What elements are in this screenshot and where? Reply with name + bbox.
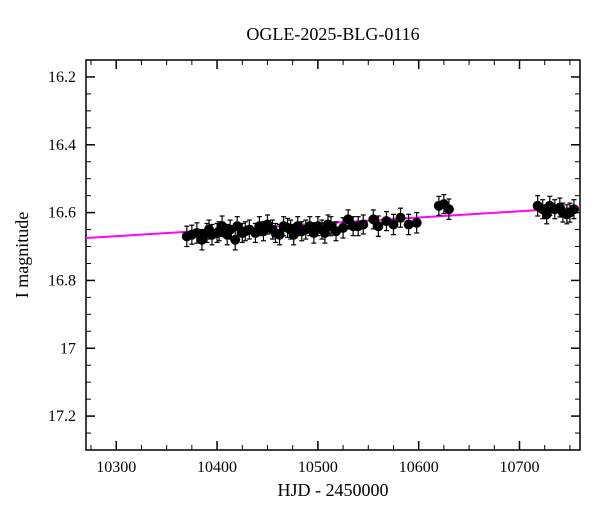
data-point [374,222,383,231]
data-point [359,220,368,229]
data-point [412,218,421,227]
data-point [231,235,240,244]
data-point [339,223,348,232]
x-tick-label: 10600 [399,459,439,476]
y-tick-label: 16.8 [48,272,76,289]
lightcurve-chart: OGLE-2025-BLG-0116 10300 10400 10500 10600 10… [0,0,600,512]
x-axis-label: HJD - 2450000 [278,480,389,500]
data-point [404,220,413,229]
x-tick-label: 10500 [298,459,338,476]
y-tick-label: 17.2 [48,408,76,425]
x-tick-label: 10300 [96,459,136,476]
y-tick-label: 16.2 [48,69,76,86]
chart-title: OGLE-2025-BLG-0116 [246,24,419,44]
data-point [389,220,398,229]
y-axis-label: I magnitude [12,212,32,298]
data-point [444,205,453,214]
y-tick-label: 16.4 [48,137,76,154]
x-tick-label: 10700 [500,459,540,476]
data-point [275,230,284,239]
y-tick-label: 16.6 [48,205,76,222]
chart-svg: OGLE-2025-BLG-0116 10300 10400 10500 10600 10… [0,0,600,512]
y-tick-label: 17 [60,340,76,357]
data-point [396,213,405,222]
x-tick-label: 10400 [197,459,237,476]
data-point [569,205,578,214]
